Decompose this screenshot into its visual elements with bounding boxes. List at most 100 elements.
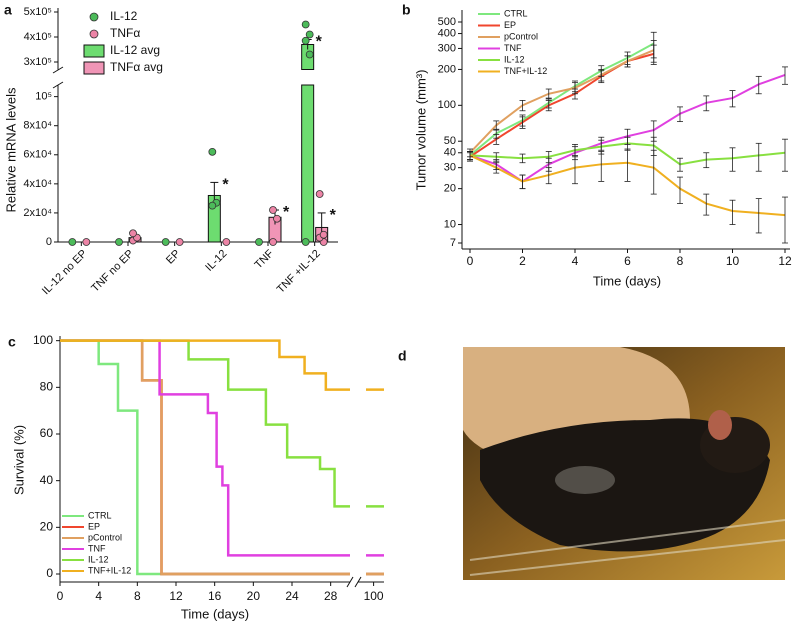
x-tick-label: TNF no EP [89, 248, 136, 295]
legend-marker [83, 61, 105, 75]
x-tick-label: 2 [519, 254, 526, 268]
x-axis-title: Time (days) [593, 273, 661, 288]
y-axis-title: Tumor volume (mm³) [413, 70, 428, 191]
legend-label: TNF [504, 43, 522, 53]
legend-label: EP [88, 521, 100, 531]
y-tick-label: 40 [444, 147, 456, 159]
x-axis-title: Time (days) [181, 606, 249, 621]
legend-label: EP [504, 20, 516, 30]
legend-label: TNF [88, 543, 106, 553]
data-point [255, 238, 263, 246]
axis-break [346, 576, 354, 588]
x-tick-label: IL-12 [203, 248, 229, 274]
photo: d [398, 347, 786, 580]
x-tick-label: 12 [778, 254, 792, 268]
x-tick-label: 0 [467, 254, 474, 268]
data-point [315, 190, 324, 198]
y-tick-label: 4x10⁵ [24, 31, 52, 43]
series-line [469, 49, 655, 154]
data-point [222, 238, 231, 246]
legend-label: CTRL [88, 510, 112, 520]
x-tick-label: 8 [677, 254, 684, 268]
data-point [82, 238, 91, 246]
y-axis-title: Survival (%) [11, 425, 26, 495]
legend-label: TNF+IL-12 [88, 565, 131, 575]
cage-bars [469, 519, 786, 576]
y-tick-label: 60 [40, 426, 54, 440]
legend-label: IL-12 [504, 54, 525, 64]
x-tick-label: 6 [624, 254, 631, 268]
legend-label: IL-12 [88, 554, 109, 564]
x-tick-label: 16 [208, 589, 222, 603]
y-tick-label: 8x10⁴ [23, 120, 52, 132]
y-tick-label: 500 [438, 16, 456, 28]
axis-break [354, 576, 362, 588]
y-tick-label: 20 [444, 183, 456, 195]
legend-label: IL-12 avg [110, 43, 160, 57]
mouse-ear [708, 410, 732, 440]
significance-label: * [222, 177, 229, 194]
data-point [208, 147, 217, 156]
y-tick-label: 40 [40, 473, 54, 487]
data-point [301, 238, 310, 246]
survival-curve [60, 339, 384, 557]
mouse-body [480, 418, 770, 552]
y-tick-label: 10 [444, 218, 456, 230]
x-tick-label: 4 [95, 589, 102, 603]
y-tick-label: 0 [46, 566, 53, 580]
y-tick-label: 0 [46, 236, 52, 248]
x-tick-label: EP [164, 248, 183, 267]
survival-curve [60, 339, 384, 391]
data-point [68, 238, 77, 246]
significance-label: * [330, 207, 337, 224]
data-point [175, 238, 184, 246]
x-tick-label: 8 [134, 589, 141, 603]
x-tick-label: 28 [324, 589, 338, 603]
legend-marker [89, 29, 99, 39]
x-tick-label: 24 [285, 589, 299, 603]
data-point [269, 238, 277, 246]
legend-label: pControl [88, 532, 122, 542]
y-tick-label: 100 [33, 333, 53, 347]
data-point [208, 201, 217, 210]
y-axis-title: Relative mRNA levels [3, 87, 18, 212]
x-tick-label: 10 [726, 254, 740, 268]
y-tick-label: 80 [40, 380, 54, 394]
data-point [319, 230, 328, 239]
series-line [469, 52, 655, 158]
y-tick-label: 30 [444, 162, 456, 174]
data-point [301, 36, 310, 45]
data-point [301, 20, 310, 29]
series-line [469, 42, 655, 157]
panel-label: b [402, 2, 411, 18]
legend-label: TNFα [110, 26, 140, 40]
x-tick-label: TNF [253, 247, 277, 271]
legend-label: TNFα avg [110, 60, 163, 74]
survival-curve [60, 339, 384, 508]
data-point [269, 206, 277, 214]
legend-label: CTRL [504, 8, 528, 18]
x-tick-label: TNF +IL-12 [275, 248, 323, 296]
bar [301, 84, 315, 243]
axis-break [52, 66, 64, 74]
y-tick-label: 6x10⁴ [23, 149, 52, 161]
y-tick-label: 50 [444, 135, 456, 147]
x-tick-label: 20 [247, 589, 261, 603]
legend-label: IL-12 [110, 9, 138, 23]
data-point [305, 30, 314, 39]
y-tick-label: 20 [40, 520, 54, 534]
significance-label: * [283, 204, 290, 221]
fur-highlight [555, 466, 615, 494]
significance-label: * [316, 34, 323, 51]
y-tick-label: 100 [438, 99, 456, 111]
x-tick-label: 0 [57, 589, 64, 603]
data-point [273, 214, 281, 223]
x-tick-label: 4 [572, 254, 579, 268]
panel-label: a [4, 2, 12, 18]
y-tick-label: 400 [438, 27, 456, 39]
data-point [129, 229, 137, 238]
y-tick-label: 300 [438, 42, 456, 54]
legend-marker [89, 12, 99, 22]
